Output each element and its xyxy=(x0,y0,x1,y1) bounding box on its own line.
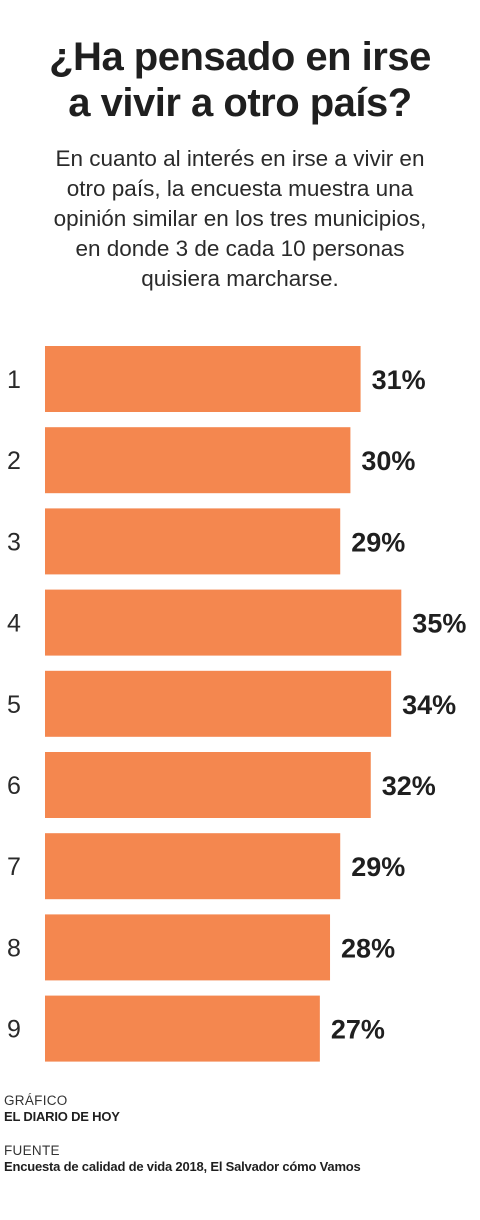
bar xyxy=(45,346,361,412)
chart-title: ¿Ha pensado en irse a vivir a otro país? xyxy=(0,34,480,126)
bar xyxy=(45,914,331,981)
chart-subtitle: En cuanto al interés en irse a vivir en … xyxy=(0,144,480,294)
graphic-credit-label: GRÁFICO xyxy=(4,1093,68,1108)
category-label: 4 xyxy=(7,610,21,638)
bar xyxy=(45,508,341,575)
data-label: 30% xyxy=(361,446,415,476)
chart-footer: GRÁFICO EL DIARIO DE HOY FUENTE Encuesta… xyxy=(4,1093,474,1175)
title-line-1: ¿Ha pensado en irse xyxy=(49,35,431,79)
subtitle-line-4: en donde 3 de cada 10 personas xyxy=(75,236,405,261)
data-label: 27% xyxy=(331,1015,385,1045)
bar xyxy=(45,833,341,900)
data-label: 29% xyxy=(351,527,405,557)
category-label: 8 xyxy=(7,934,21,962)
category-label: 5 xyxy=(7,691,21,719)
bar xyxy=(45,589,402,656)
subtitle-line-3: opinión similar en los tres municipios, xyxy=(53,206,427,231)
data-label: 35% xyxy=(412,609,466,639)
source-value: Encuesta de calidad de vida 2018, El Sal… xyxy=(4,1159,361,1174)
bar-chart: 1 31% 2 30% 3 29% 4 35% 5 34% 6 32% 7 29% 8 28% 9 27% xyxy=(7,346,466,1062)
data-label: 34% xyxy=(402,690,456,720)
graphic-credit-value: EL DIARIO DE HOY xyxy=(4,1109,120,1124)
data-label: 32% xyxy=(382,771,436,801)
data-label: 28% xyxy=(341,933,395,963)
category-label: 1 xyxy=(7,366,21,394)
data-label: 31% xyxy=(372,365,426,395)
category-label: 3 xyxy=(7,528,21,556)
source-label: FUENTE xyxy=(4,1143,60,1158)
subtitle-line-1: En cuanto al interés en irse a vivir en xyxy=(55,146,425,171)
bar xyxy=(45,670,392,737)
category-label: 7 xyxy=(7,853,21,881)
category-label: 6 xyxy=(7,772,21,800)
bar xyxy=(45,427,351,494)
bar xyxy=(45,995,320,1062)
subtitle-line-5: quisiera marcharse. xyxy=(141,266,339,291)
data-label: 29% xyxy=(351,852,405,882)
category-label: 2 xyxy=(7,447,21,475)
category-label: 9 xyxy=(7,1016,21,1044)
title-line-2: a vivir a otro país? xyxy=(68,81,412,125)
subtitle-line-2: otro país, la encuesta muestra una xyxy=(66,176,414,201)
bar xyxy=(45,752,371,818)
